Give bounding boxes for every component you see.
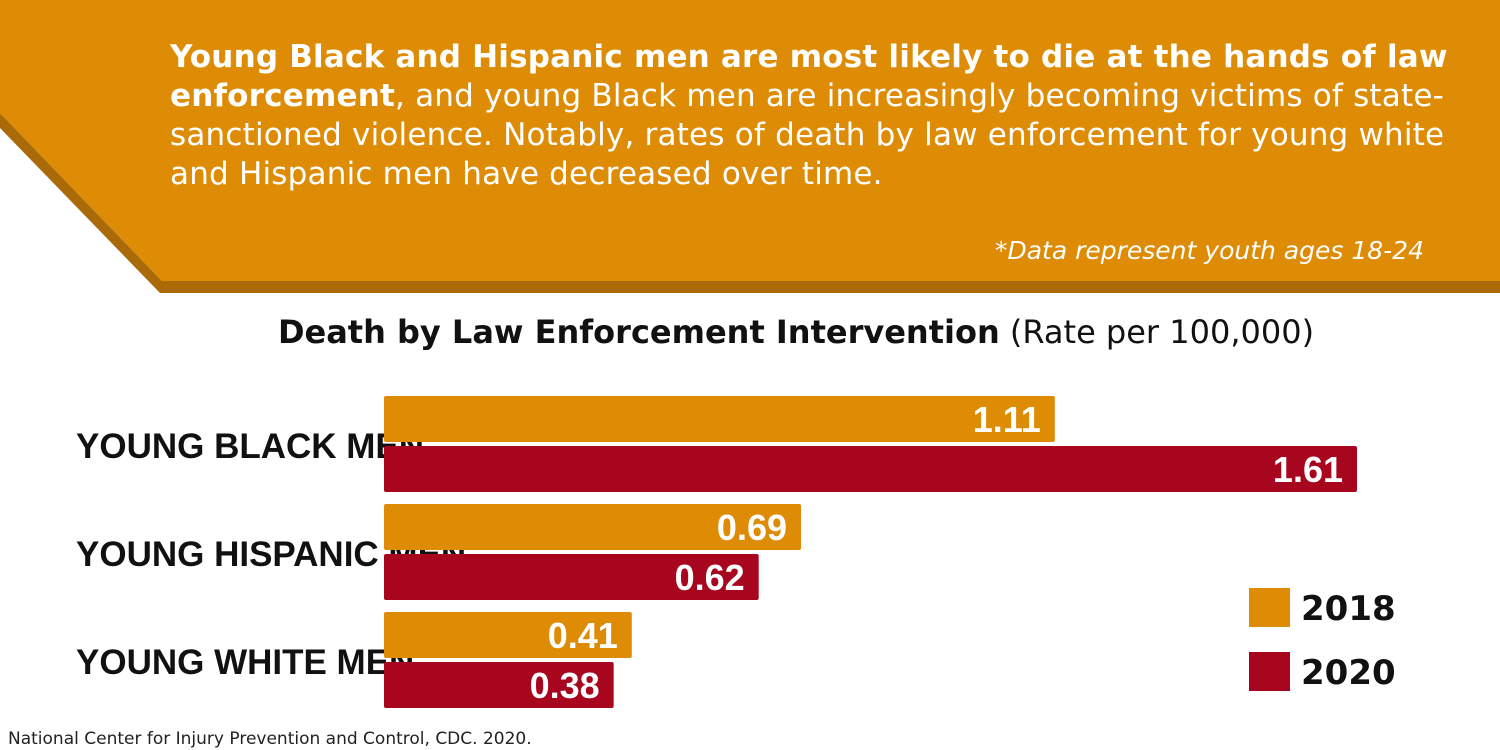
- intro-emphasis: Young Black and Hispanic men are most li…: [170, 39, 1448, 114]
- bar-2018: [384, 504, 801, 550]
- bar-2020: [384, 662, 614, 708]
- banner-shadow: [0, 113, 1500, 293]
- legend-swatch-2018: [1249, 588, 1290, 627]
- bar-value-label: 0.62: [675, 557, 745, 598]
- bar-2018: [384, 612, 632, 658]
- legend-label: 2020: [1301, 653, 1396, 693]
- bar-2018: [384, 396, 1055, 442]
- intro-body: , and young Black men are increasingly b…: [170, 78, 1445, 192]
- chart-title-main: Death by Law Enforcement Intervention: [277, 313, 1000, 351]
- category-label: YOUNG BLACK MEN: [76, 427, 424, 466]
- bar-value-label: 0.41: [548, 615, 618, 656]
- chart-title: Death by Law Enforcement Intervention (R…: [0, 313, 1500, 351]
- legend-label: 2018: [1301, 589, 1396, 629]
- header-banner: [0, 0, 1500, 293]
- category-label: YOUNG WHITE MEN: [76, 643, 414, 682]
- banner-background: [0, 0, 1500, 281]
- chart-title-unit: (Rate per 100,000): [1009, 313, 1315, 351]
- source-citation: National Center for Injury Prevention an…: [8, 729, 532, 749]
- bar-value-label: 0.38: [530, 665, 600, 706]
- bar-2020: [384, 554, 759, 600]
- bar-value-label: 1.11: [973, 399, 1041, 440]
- legend-swatch-2020: [1249, 652, 1290, 691]
- bar-value-label: 1.61: [1273, 449, 1343, 490]
- age-footnote: *Data represent youth ages 18-24: [994, 236, 1424, 265]
- bar-2020: [384, 446, 1357, 492]
- bar-value-label: 0.69: [717, 507, 787, 548]
- intro-text: Young Black and Hispanic men are most li…: [170, 38, 1470, 194]
